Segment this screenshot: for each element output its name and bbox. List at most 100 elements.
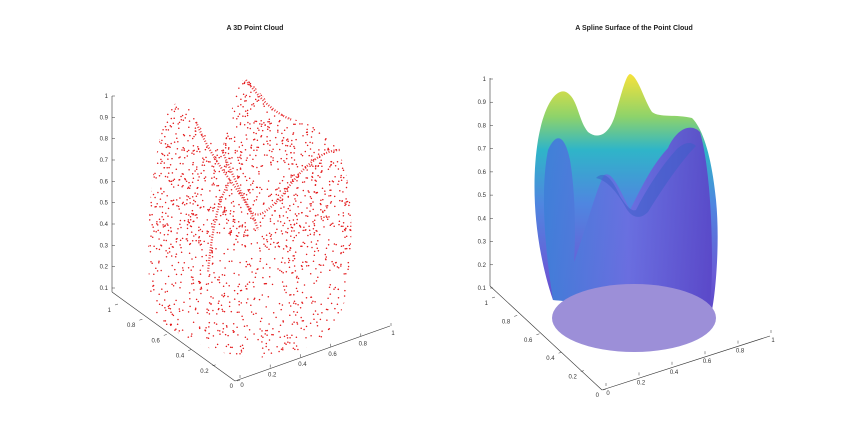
- cloud-point: [202, 101, 204, 103]
- cloud-point: [302, 241, 304, 244]
- left-z-tick-label: 0.6: [100, 179, 109, 185]
- cloud-point: [297, 304, 299, 306]
- cloud-point: [222, 139, 224, 141]
- cloud-point: [315, 268, 317, 270]
- cloud-point: [342, 111, 344, 114]
- cloud-point: [313, 282, 315, 284]
- cloud-point: [338, 223, 340, 226]
- cloud-point: [351, 210, 352, 213]
- cloud-point: [201, 199, 204, 202]
- cloud-point: [314, 343, 316, 346]
- left-y-tick-label: 0.4: [176, 354, 185, 360]
- cloud-point: [195, 168, 198, 170]
- cloud-point: [150, 177, 153, 179]
- cloud-point: [328, 327, 331, 330]
- cloud-point: [270, 193, 273, 196]
- cloud-point: [241, 79, 243, 81]
- cloud-point: [293, 321, 295, 323]
- cloud-ridge: [206, 184, 229, 273]
- cloud-point: [171, 78, 173, 79]
- cloud-point: [224, 98, 226, 100]
- cloud-point: [216, 184, 218, 187]
- cloud-point: [188, 120, 191, 122]
- cloud-point: [347, 268, 349, 271]
- cloud-point: [275, 78, 277, 81]
- cloud-point: [319, 80, 321, 83]
- cloud-point: [275, 82, 278, 85]
- cloud-point: [222, 142, 225, 144]
- cloud-point: [153, 145, 156, 148]
- cloud-point: [320, 162, 322, 164]
- cloud-point: [217, 122, 219, 125]
- cloud-point: [355, 113, 357, 115]
- cloud-point: [353, 188, 355, 190]
- cloud-point: [150, 290, 152, 292]
- cloud-point: [343, 80, 346, 82]
- cloud-point: [185, 213, 188, 216]
- cloud-point: [230, 162, 232, 165]
- cloud-point: [171, 283, 173, 285]
- cloud-point: [245, 193, 248, 196]
- cloud-point: [272, 333, 274, 336]
- cloud-point: [164, 135, 166, 138]
- cloud-point: [267, 75, 269, 77]
- cloud-point: [333, 225, 335, 228]
- cloud-point: [333, 78, 336, 80]
- cloud-point: [152, 173, 155, 176]
- cloud-point: [327, 243, 330, 246]
- cloud-point: [198, 362, 200, 364]
- cloud-point: [288, 219, 291, 222]
- cloud-point: [286, 190, 289, 192]
- cloud-point: [279, 190, 281, 192]
- cloud-point: [260, 134, 263, 137]
- cloud-point: [177, 140, 179, 143]
- cloud-point: [261, 123, 263, 126]
- cloud-point: [228, 194, 231, 197]
- cloud-point: [270, 155, 272, 158]
- cloud-point: [241, 144, 244, 147]
- cloud-point: [283, 206, 285, 208]
- cloud-point: [319, 176, 321, 178]
- cloud-point: [151, 115, 154, 117]
- cloud-point: [192, 163, 194, 166]
- cloud-point: [310, 197, 313, 200]
- cloud-point: [260, 94, 263, 96]
- cloud-point: [201, 230, 204, 233]
- cloud-point: [238, 203, 240, 206]
- cloud-point: [303, 328, 305, 331]
- cloud-point: [279, 182, 281, 185]
- cloud-point: [306, 215, 309, 218]
- cloud-point: [186, 233, 189, 236]
- cloud-point: [192, 150, 194, 152]
- cloud-point: [203, 177, 206, 180]
- cloud-point: [246, 138, 248, 140]
- cloud-point: [298, 97, 301, 100]
- cloud-point: [227, 170, 230, 173]
- cloud-point: [177, 184, 180, 187]
- cloud-point: [236, 326, 238, 328]
- cloud-point: [214, 346, 217, 349]
- cloud-point: [223, 292, 226, 295]
- cloud-point: [202, 264, 204, 267]
- cloud-point: [195, 195, 198, 198]
- left-z-tick-label: 0.9: [100, 115, 109, 121]
- cloud-point: [203, 158, 205, 161]
- cloud-point: [232, 200, 235, 203]
- cloud-point: [283, 89, 286, 91]
- cloud-point: [159, 205, 161, 208]
- cloud-point: [283, 289, 286, 291]
- cloud-point: [168, 145, 170, 148]
- cloud-point: [247, 298, 249, 300]
- cloud-point: [327, 96, 330, 98]
- cloud-point: [292, 163, 294, 165]
- cloud-point: [232, 331, 235, 334]
- cloud-point: [347, 345, 350, 348]
- cloud-point: [273, 258, 276, 260]
- cloud-point: [208, 99, 211, 102]
- cloud-point: [266, 238, 268, 241]
- cloud-point: [186, 90, 188, 92]
- cloud-point: [199, 150, 201, 153]
- cloud-point: [306, 84, 308, 86]
- cloud-point: [295, 234, 298, 237]
- cloud-point: [332, 75, 334, 77]
